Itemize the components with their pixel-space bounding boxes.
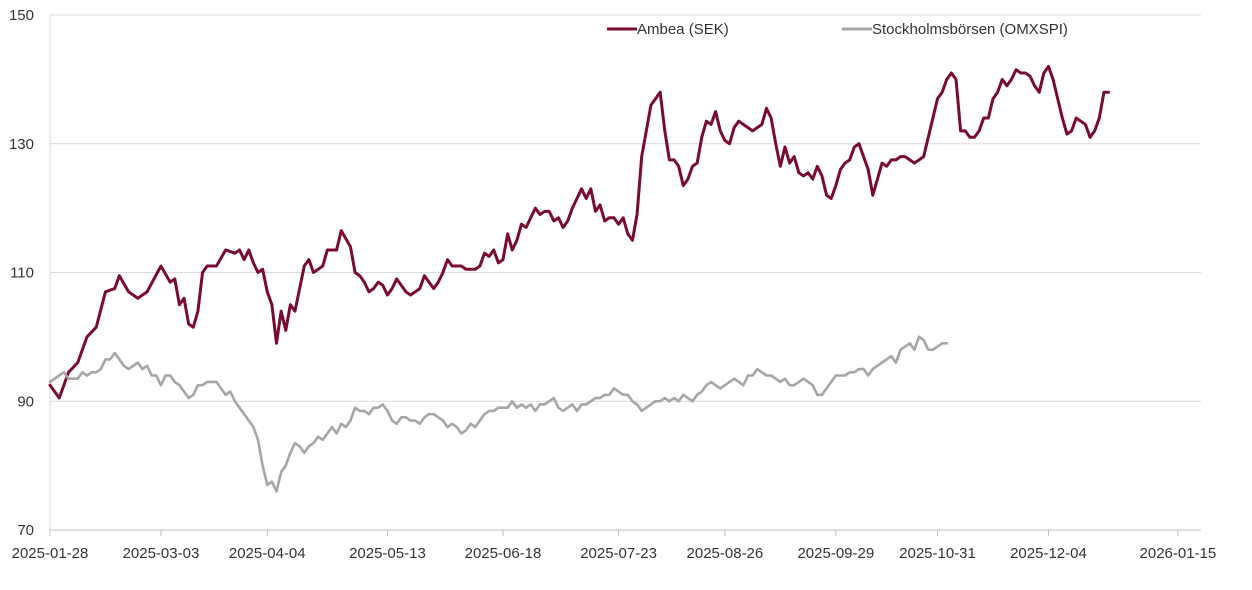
x-tick-label: 2025-09-29 <box>797 545 874 562</box>
legend-item: Ambea (SEK) <box>607 21 729 38</box>
y-axis-ticks: 150 130 110 90 70 <box>9 7 34 539</box>
x-tick-label: 2025-08-26 <box>687 545 764 562</box>
series-line-ambea <box>48 65 1111 400</box>
legend-label: Stockholmsbörsen (OMXSPI) <box>872 21 1068 38</box>
x-axis-ticks: 2025-01-28 2025-03-03 2025-04-04 2025-05-13… <box>12 530 1217 562</box>
x-tick-label: 2025-01-28 <box>12 545 89 562</box>
x-tick-label: 2025-12-04 <box>1010 545 1087 562</box>
series-line-omxspi <box>48 335 949 493</box>
x-tick-label: 2025-07-23 <box>580 545 657 562</box>
x-tick-label: 2025-10-31 <box>899 545 976 562</box>
x-tick-label: 2025-05-13 <box>349 545 426 562</box>
legend-label: Ambea (SEK) <box>637 21 729 38</box>
y-tick-label: 70 <box>17 522 34 539</box>
y-tick-label: 110 <box>10 265 34 282</box>
x-tick-label: 2025-03-03 <box>123 545 200 562</box>
axes <box>49 15 1201 531</box>
x-tick-label: 2025-06-18 <box>465 545 542 562</box>
x-tick-label: 2026-01-15 <box>1140 545 1217 562</box>
y-tick-label: 130 <box>9 136 34 153</box>
legend: Ambea (SEK) Stockholmsbörsen (OMXSPI) <box>607 21 1068 38</box>
y-tick-label: 90 <box>17 393 34 410</box>
legend-item: Stockholmsbörsen (OMXSPI) <box>842 21 1068 38</box>
y-tick-label: 150 <box>9 7 34 24</box>
x-tick-label: 2025-04-04 <box>229 545 306 562</box>
grid-lines <box>50 14 1201 402</box>
series-lines <box>48 65 1111 493</box>
